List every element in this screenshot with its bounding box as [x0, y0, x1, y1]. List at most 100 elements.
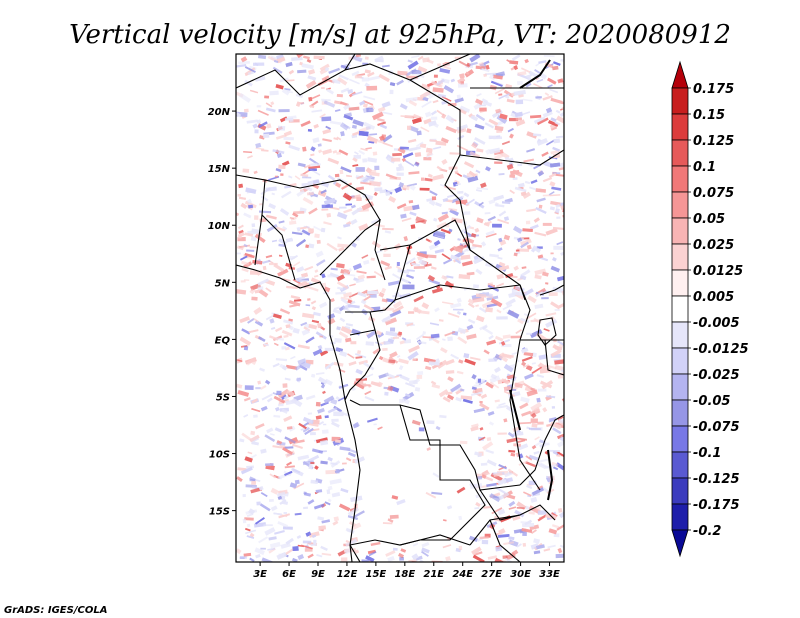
updraft-cell	[506, 59, 510, 63]
downdraft-cell	[526, 332, 533, 335]
x-tick-label: 6E	[282, 569, 296, 580]
updraft-cell	[479, 427, 484, 431]
downdraft-cell	[546, 139, 556, 146]
updraft-cell	[283, 130, 293, 137]
downdraft-cell	[246, 119, 258, 124]
downdraft-cell	[457, 238, 461, 241]
downdraft-cell	[367, 157, 378, 163]
downdraft-cell	[530, 179, 538, 184]
downdraft-cell	[389, 89, 394, 95]
updraft-cell	[479, 536, 489, 539]
updraft-cell	[265, 102, 273, 108]
updraft-cell	[521, 528, 533, 534]
downdraft-cell	[301, 229, 311, 236]
downdraft-cell	[294, 479, 300, 485]
updraft-cell	[321, 552, 332, 556]
updraft-cell	[312, 419, 320, 425]
updraft-cell	[277, 388, 290, 399]
updraft-cell	[551, 524, 560, 529]
downdraft-cell	[534, 68, 542, 75]
downdraft-cell	[351, 70, 360, 77]
updraft-cell	[401, 217, 412, 222]
updraft-cell	[239, 316, 250, 324]
downdraft-cell	[462, 247, 469, 254]
downdraft-cell	[516, 80, 523, 86]
y-tick-label: EQ	[215, 335, 231, 346]
updraft-cell	[366, 275, 376, 279]
downdraft-cell	[508, 536, 515, 541]
downdraft-cell	[281, 408, 288, 414]
downdraft-cell	[365, 341, 375, 346]
downdraft-cell	[546, 395, 556, 399]
updraft-cell	[243, 552, 252, 557]
downdraft-cell	[258, 485, 264, 491]
updraft-cell	[315, 401, 321, 407]
downdraft-cell	[536, 397, 541, 403]
downdraft-cell	[343, 223, 351, 228]
downdraft-cell	[303, 225, 310, 229]
updraft-cell	[494, 125, 504, 131]
updraft-cell	[264, 95, 270, 99]
downdraft-cell	[511, 351, 518, 356]
updraft-cell	[302, 196, 314, 205]
downdraft-cell	[355, 353, 367, 359]
border-namibia	[349, 534, 471, 562]
downdraft-cell	[560, 58, 564, 63]
updraft-cell	[410, 224, 416, 230]
updraft-cell	[352, 157, 358, 163]
downdraft-cell	[367, 290, 378, 295]
downdraft-cell	[524, 373, 534, 380]
updraft-cell	[255, 423, 265, 430]
updraft-cell	[442, 544, 452, 549]
downdraft-cell	[350, 300, 356, 305]
downdraft-cell	[297, 554, 305, 560]
downdraft-cell	[431, 491, 443, 496]
updraft-cell	[336, 151, 342, 155]
downdraft-cell	[303, 492, 312, 497]
updraft-cell	[498, 354, 509, 363]
updraft-cell	[355, 186, 365, 191]
updraft-cell	[465, 203, 470, 207]
downdraft-cell	[415, 141, 424, 148]
updraft-cell	[510, 335, 522, 339]
downdraft-cell	[414, 161, 420, 167]
downdraft-cell	[347, 506, 360, 517]
downdraft-cell	[275, 168, 282, 173]
downdraft-cell	[327, 498, 332, 503]
colorbar-label: -0.0125	[693, 342, 749, 357]
downdraft-cell	[379, 189, 387, 194]
red-sea-coast	[519, 59, 551, 89]
updraft-cell	[318, 149, 323, 154]
updraft-cell	[464, 69, 475, 78]
downdraft-cell	[361, 77, 369, 82]
updraft-cell	[336, 263, 345, 269]
downdraft-cell	[517, 237, 523, 243]
downdraft-cell	[533, 550, 541, 555]
updraft-cell	[548, 173, 557, 179]
downdraft-cell	[517, 443, 529, 451]
downdraft-cell	[422, 331, 427, 335]
colorbar-swatch	[671, 373, 689, 401]
downdraft-cell	[399, 103, 408, 110]
downdraft-cell	[279, 77, 289, 83]
updraft-cell	[319, 113, 326, 119]
updraft-cell	[370, 541, 381, 546]
updraft-cell	[557, 547, 563, 554]
downdraft-cell	[320, 384, 326, 389]
updraft-cell	[249, 532, 255, 538]
updraft-cell	[282, 278, 291, 282]
downdraft-cell	[244, 79, 253, 87]
downdraft-cell	[486, 459, 497, 467]
updraft-cell	[483, 73, 488, 78]
updraft-cell	[482, 441, 494, 451]
updraft-cell	[269, 473, 276, 479]
updraft-cell	[550, 301, 561, 310]
y-tick-label: 15S	[209, 507, 230, 518]
downdraft-cell	[466, 245, 477, 252]
downdraft-cell	[276, 152, 283, 159]
updraft-cell	[444, 63, 451, 67]
downdraft-cell	[366, 330, 376, 339]
updraft-cell	[349, 283, 356, 287]
updraft-cell	[292, 443, 303, 450]
